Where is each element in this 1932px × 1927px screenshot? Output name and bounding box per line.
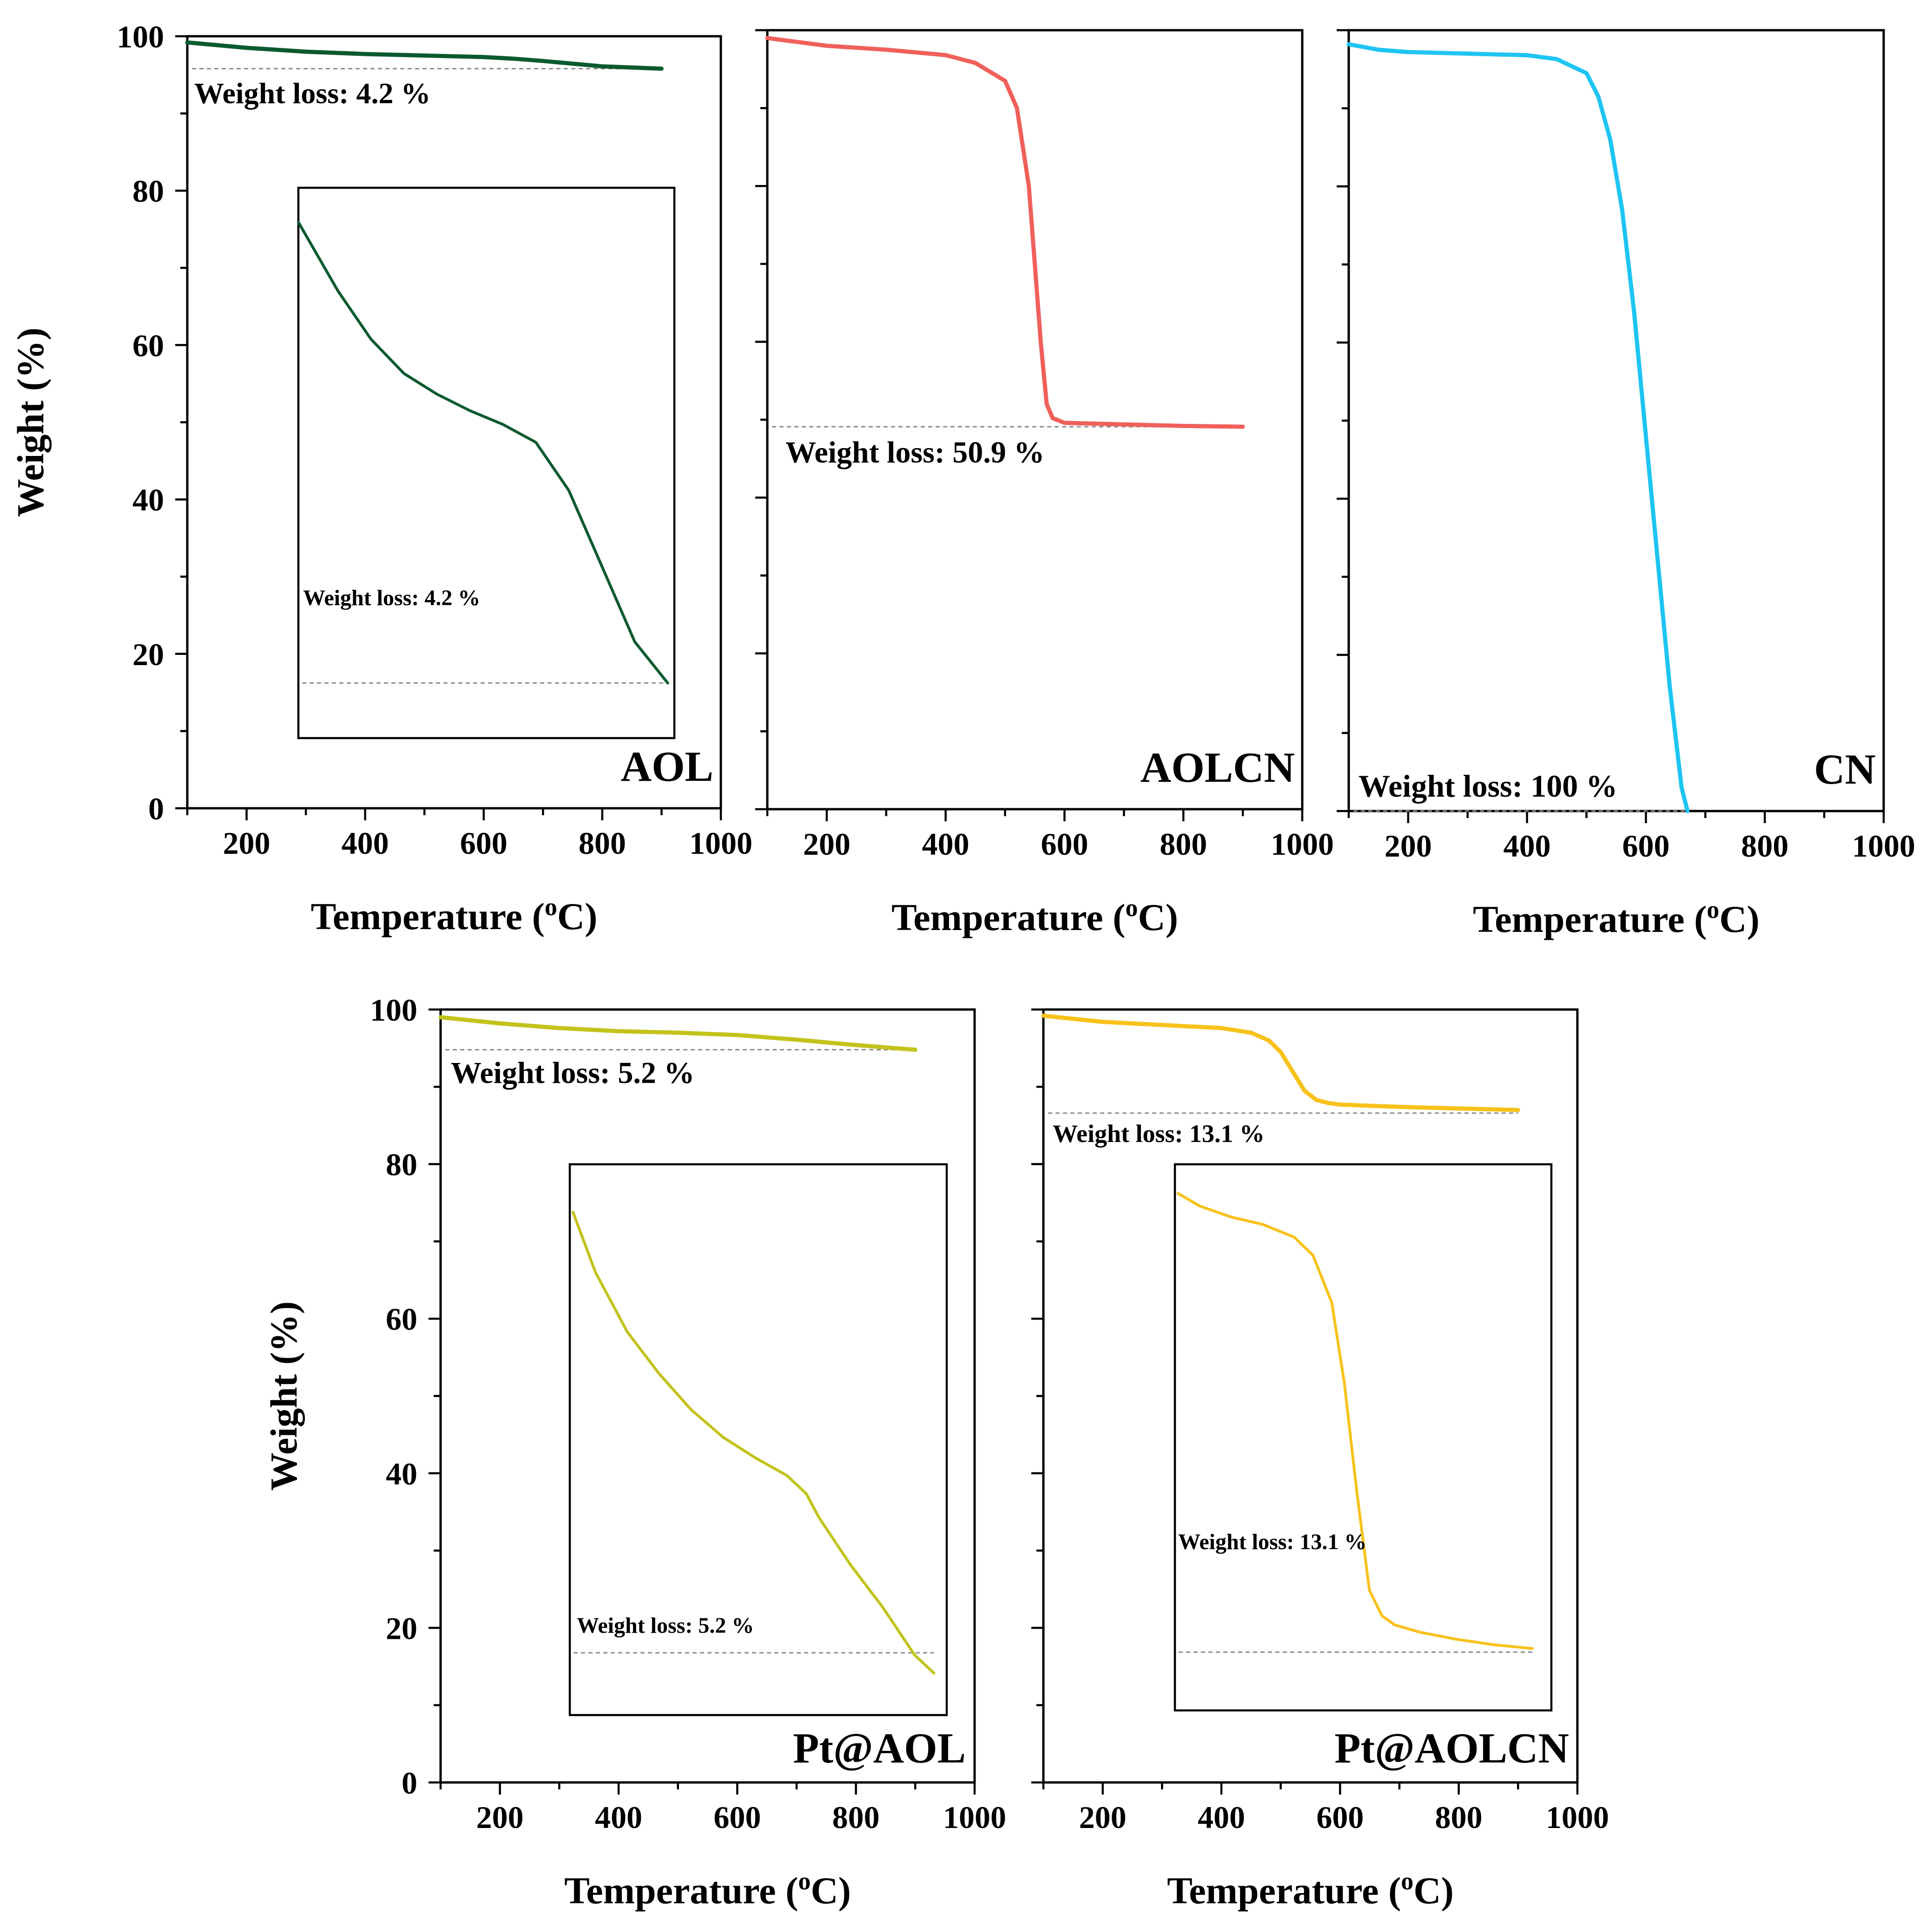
x-tick-label: 200 bbox=[223, 825, 270, 861]
x-axis-title: Temperature (oC) bbox=[1167, 1867, 1454, 1912]
x-tick-label: 400 bbox=[1198, 1800, 1245, 1835]
cn-series-line bbox=[1346, 42, 1690, 813]
pt-aolcn-weight-loss-annotation: Weight loss: 13.1 % bbox=[1053, 1120, 1265, 1148]
x-tick-label: 800 bbox=[1160, 826, 1207, 862]
pt-aol-series-line bbox=[438, 1015, 917, 1052]
y-tick-label: 80 bbox=[386, 1147, 417, 1182]
x-axis-title-superscript: o bbox=[1401, 1867, 1413, 1895]
x-tick-label: 1000 bbox=[943, 1800, 1006, 1835]
x-tick-label: 400 bbox=[595, 1800, 642, 1835]
x-tick-label: 1000 bbox=[1852, 828, 1915, 864]
x-axis-title: Temperature (oC) bbox=[311, 893, 598, 937]
cn-plot-frame bbox=[1347, 29, 1885, 812]
y-tick-label: 0 bbox=[148, 791, 164, 826]
pt-aolcn-inset-annotation: Weight loss: 13.1 % bbox=[1178, 1530, 1366, 1554]
pt-aol-inset: Weight loss: 5.2 % bbox=[568, 1163, 948, 1716]
x-tick-label: 600 bbox=[1316, 1800, 1364, 1835]
x-tick-label: 1000 bbox=[689, 825, 752, 861]
pt-aol-panel-label: Pt@AOL bbox=[793, 1724, 966, 1772]
pt-aolcn-panel-label: Pt@AOLCN bbox=[1334, 1724, 1569, 1772]
aol-panel-label: AOL bbox=[621, 743, 713, 790]
x-axis-title-main: Temperature ( bbox=[1473, 898, 1707, 940]
y-tick-label: 20 bbox=[386, 1610, 417, 1646]
x-tick-label: 200 bbox=[1385, 828, 1432, 864]
pt-aolcn-series-line bbox=[1041, 1013, 1520, 1112]
aolcn-plot-frame bbox=[766, 29, 1304, 811]
x-axis-title-main: Temperature ( bbox=[1167, 1869, 1401, 1912]
aol-inset-series-line bbox=[297, 221, 669, 685]
aolcn-panel-label: AOLCN bbox=[1141, 744, 1295, 791]
x-axis-title-main: Temperature ( bbox=[564, 1869, 798, 1912]
y-axis-title: Weight (%) bbox=[263, 1301, 305, 1491]
x-tick-label: 200 bbox=[803, 826, 851, 862]
x-tick-label: 200 bbox=[476, 1800, 524, 1835]
x-tick-label: 600 bbox=[460, 825, 508, 861]
y-tick-label: 40 bbox=[132, 482, 164, 518]
cn-weight-loss-annotation: Weight loss: 100 % bbox=[1358, 768, 1617, 804]
x-axis-title: Temperature (oC) bbox=[891, 894, 1178, 938]
pt-aolcn-inset-frame bbox=[1174, 1163, 1553, 1712]
panel-cn: 200 400 600 800 1000 Temperature (oC) Weight l… bbox=[1337, 29, 1915, 940]
x-axis-title-superscript: o bbox=[545, 893, 557, 921]
pt-aol-plot-frame bbox=[439, 1008, 976, 1784]
aol-inset-frame bbox=[297, 186, 676, 739]
x-tick-label: 800 bbox=[1741, 828, 1788, 864]
x-tick-label: 1000 bbox=[1271, 826, 1334, 862]
x-axis-title-main: Temperature ( bbox=[891, 896, 1125, 938]
aolcn-weight-loss-annotation: Weight loss: 50.9 % bbox=[785, 436, 1044, 469]
aol-inset: Weight loss: 4.2 % bbox=[297, 186, 676, 739]
y-tick-label: 0 bbox=[402, 1765, 417, 1801]
y-tick-label: 80 bbox=[132, 173, 164, 209]
aol-weight-loss-annotation: Weight loss: 4.2 % bbox=[194, 77, 430, 110]
aol-series-line bbox=[185, 40, 664, 71]
panel-pt-aolcn: 200 400 600 800 1000 Temperature (oC) Weight l… bbox=[1031, 1008, 1609, 1912]
panel-aolcn: 200 400 600 800 1000 Temperature (oC) Weight l… bbox=[755, 29, 1334, 938]
x-axis-title-tail: C) bbox=[557, 895, 598, 937]
pt-aol-weight-loss-annotation: Weight loss: 5.2 % bbox=[451, 1056, 694, 1090]
x-axis-title-tail: C) bbox=[1413, 1869, 1454, 1912]
x-axis-title-superscript: o bbox=[798, 1867, 811, 1895]
x-tick-label: 600 bbox=[713, 1800, 761, 1835]
x-axis-title-tail: C) bbox=[1138, 896, 1178, 938]
aol-plot-frame bbox=[186, 35, 722, 810]
y-tick-label: 40 bbox=[386, 1456, 417, 1491]
cn-panel-label: CN bbox=[1814, 746, 1876, 793]
x-tick-label: 800 bbox=[1435, 1800, 1483, 1835]
y-tick-label: 60 bbox=[386, 1301, 417, 1337]
pt-aol-inset-series-line bbox=[571, 1211, 936, 1675]
pt-aol-inset-annotation: Weight loss: 5.2 % bbox=[577, 1613, 754, 1638]
x-axis-title-superscript: o bbox=[1125, 894, 1138, 922]
x-axis-title: Temperature (oC) bbox=[564, 1867, 851, 1912]
x-tick-label: 1000 bbox=[1546, 1800, 1609, 1835]
x-tick-label: 600 bbox=[1622, 828, 1669, 864]
x-tick-label: 800 bbox=[832, 1800, 880, 1835]
x-axis-title: Temperature (oC) bbox=[1473, 896, 1760, 940]
x-axis-title-tail: C) bbox=[811, 1869, 851, 1912]
panel-pt-aol: 200 400 600 800 1000 0 20 40 60 80 100 Weight (%) Te… bbox=[263, 992, 1006, 1912]
x-axis-title-main: Temperature ( bbox=[311, 895, 545, 937]
aol-inset-annotation: Weight loss: 4.2 % bbox=[303, 586, 480, 610]
x-tick-label: 400 bbox=[342, 825, 389, 861]
x-tick-label: 200 bbox=[1079, 1800, 1127, 1835]
x-tick-label: 600 bbox=[1041, 826, 1088, 862]
x-axis-title-superscript: o bbox=[1707, 896, 1719, 924]
x-tick-label: 800 bbox=[579, 825, 626, 861]
x-tick-label: 400 bbox=[1503, 828, 1551, 864]
y-tick-label: 20 bbox=[132, 637, 164, 672]
panel-aol: 200 400 600 800 1000 0 20 40 60 80 100 Weight (%) Te… bbox=[9, 19, 752, 937]
x-tick-label: 400 bbox=[922, 826, 969, 862]
y-tick-label: 100 bbox=[370, 992, 417, 1028]
x-axis-title-tail: C) bbox=[1719, 898, 1760, 940]
y-tick-label: 100 bbox=[117, 19, 164, 54]
pt-aolcn-inset-series-line bbox=[1176, 1192, 1534, 1650]
pt-aol-inset-frame bbox=[568, 1163, 948, 1716]
y-tick-label: 60 bbox=[132, 328, 164, 363]
y-axis-title: Weight (%) bbox=[9, 328, 52, 517]
aolcn-series-line bbox=[765, 36, 1245, 429]
pt-aolcn-inset: Weight loss: 13.1 % bbox=[1174, 1163, 1553, 1712]
